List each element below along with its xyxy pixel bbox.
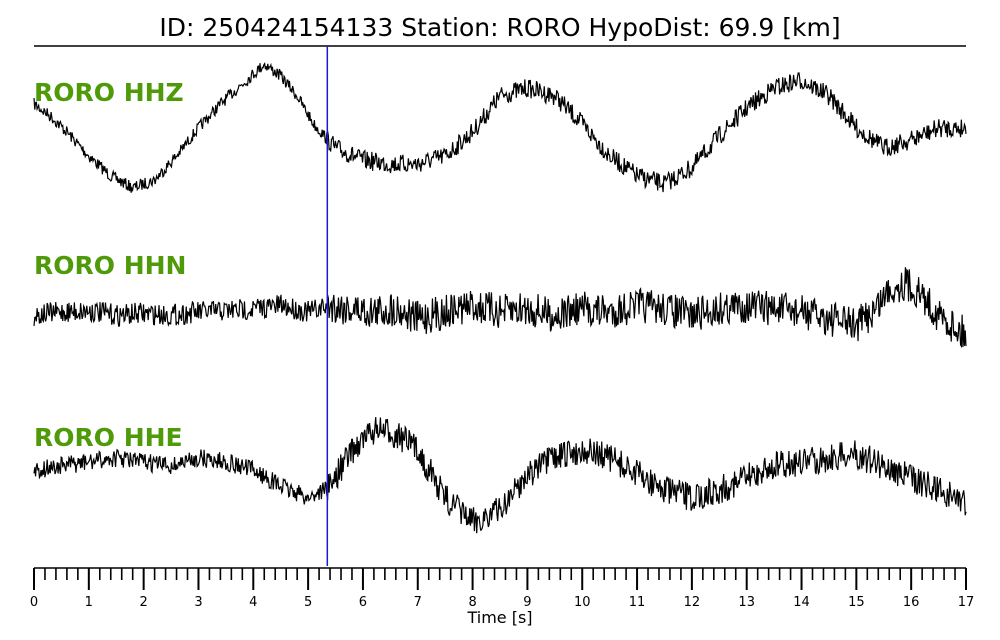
x-tick-label: 13 xyxy=(738,595,755,610)
figure-title: ID: 250424154133 Station: RORO HypoDist:… xyxy=(159,13,840,42)
x-tick-label: 16 xyxy=(903,595,920,610)
x-tick-label: 4 xyxy=(249,595,257,610)
x-tick-label: 2 xyxy=(140,595,148,610)
x-tick-label: 3 xyxy=(194,595,202,610)
trace-roro-hhz xyxy=(33,61,967,193)
channel-labels: RORO HHZ RORO HHN RORO HHE xyxy=(34,78,186,452)
x-tick-label: 8 xyxy=(468,595,476,610)
x-tick-label: 11 xyxy=(629,595,646,610)
x-tick-label: 6 xyxy=(359,595,367,610)
trace-roro-hhe xyxy=(33,417,967,534)
x-tick-label: 5 xyxy=(304,595,312,610)
channel-label-roro-hhz: RORO HHZ xyxy=(34,78,184,107)
trace-roro-hhn xyxy=(33,267,967,349)
x-axis-label: Time [s] xyxy=(466,608,532,627)
x-tick-label: 12 xyxy=(684,595,701,610)
time-axis: 0 1 2 3 4 5 6 7 8 9 10 11 12 13 14 15 16 17 xyxy=(30,567,975,610)
x-tick-label: 14 xyxy=(793,595,810,610)
x-tick-label: 7 xyxy=(414,595,422,610)
x-tick-label: 15 xyxy=(848,595,865,610)
channel-label-roro-hhn: RORO HHN xyxy=(34,251,186,280)
x-tick-label: 17 xyxy=(958,595,975,610)
x-tick-label: 10 xyxy=(574,595,591,610)
x-tick-label: 9 xyxy=(523,595,531,610)
channel-label-roro-hhe: RORO HHE xyxy=(34,423,183,452)
x-tick-label: 1 xyxy=(85,595,93,610)
x-tick-label: 0 xyxy=(30,595,38,610)
waveform-traces xyxy=(33,61,967,534)
